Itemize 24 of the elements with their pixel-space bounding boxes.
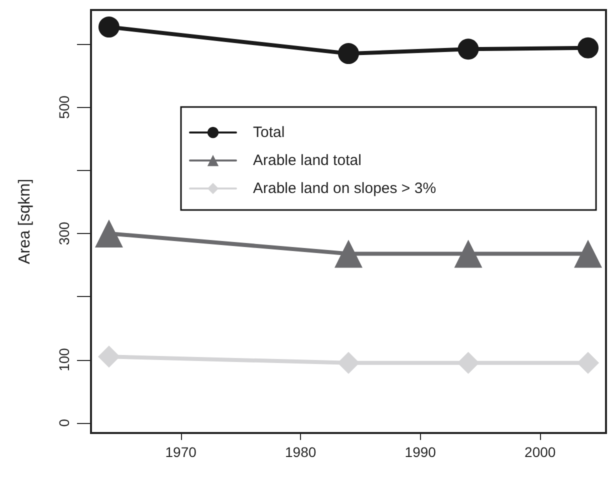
point [457,352,480,374]
point [98,16,120,38]
point [454,240,482,268]
x-tick-label: 1980 [285,444,316,460]
point [338,43,359,64]
point [577,352,600,374]
legend-label: Arable land total [253,152,362,169]
x-tick-label: 1970 [165,444,197,460]
point [98,346,120,368]
point [338,352,360,374]
point [334,240,362,268]
point [578,37,599,58]
y-axis-title: Area [sqkm] [16,178,34,264]
point [94,219,123,248]
point [458,38,479,60]
y-tick-label: 0 [56,418,72,427]
x-tick-label: 1990 [404,444,436,460]
y-tick-label: 500 [56,95,72,119]
point [574,240,602,268]
y-tick-label: 300 [56,222,72,246]
legend-label: Total [253,124,285,141]
x-tick-label: 2000 [524,444,556,460]
legend-label: Arable land on slopes > 3% [253,180,436,197]
y-tick-label: 100 [56,348,72,372]
